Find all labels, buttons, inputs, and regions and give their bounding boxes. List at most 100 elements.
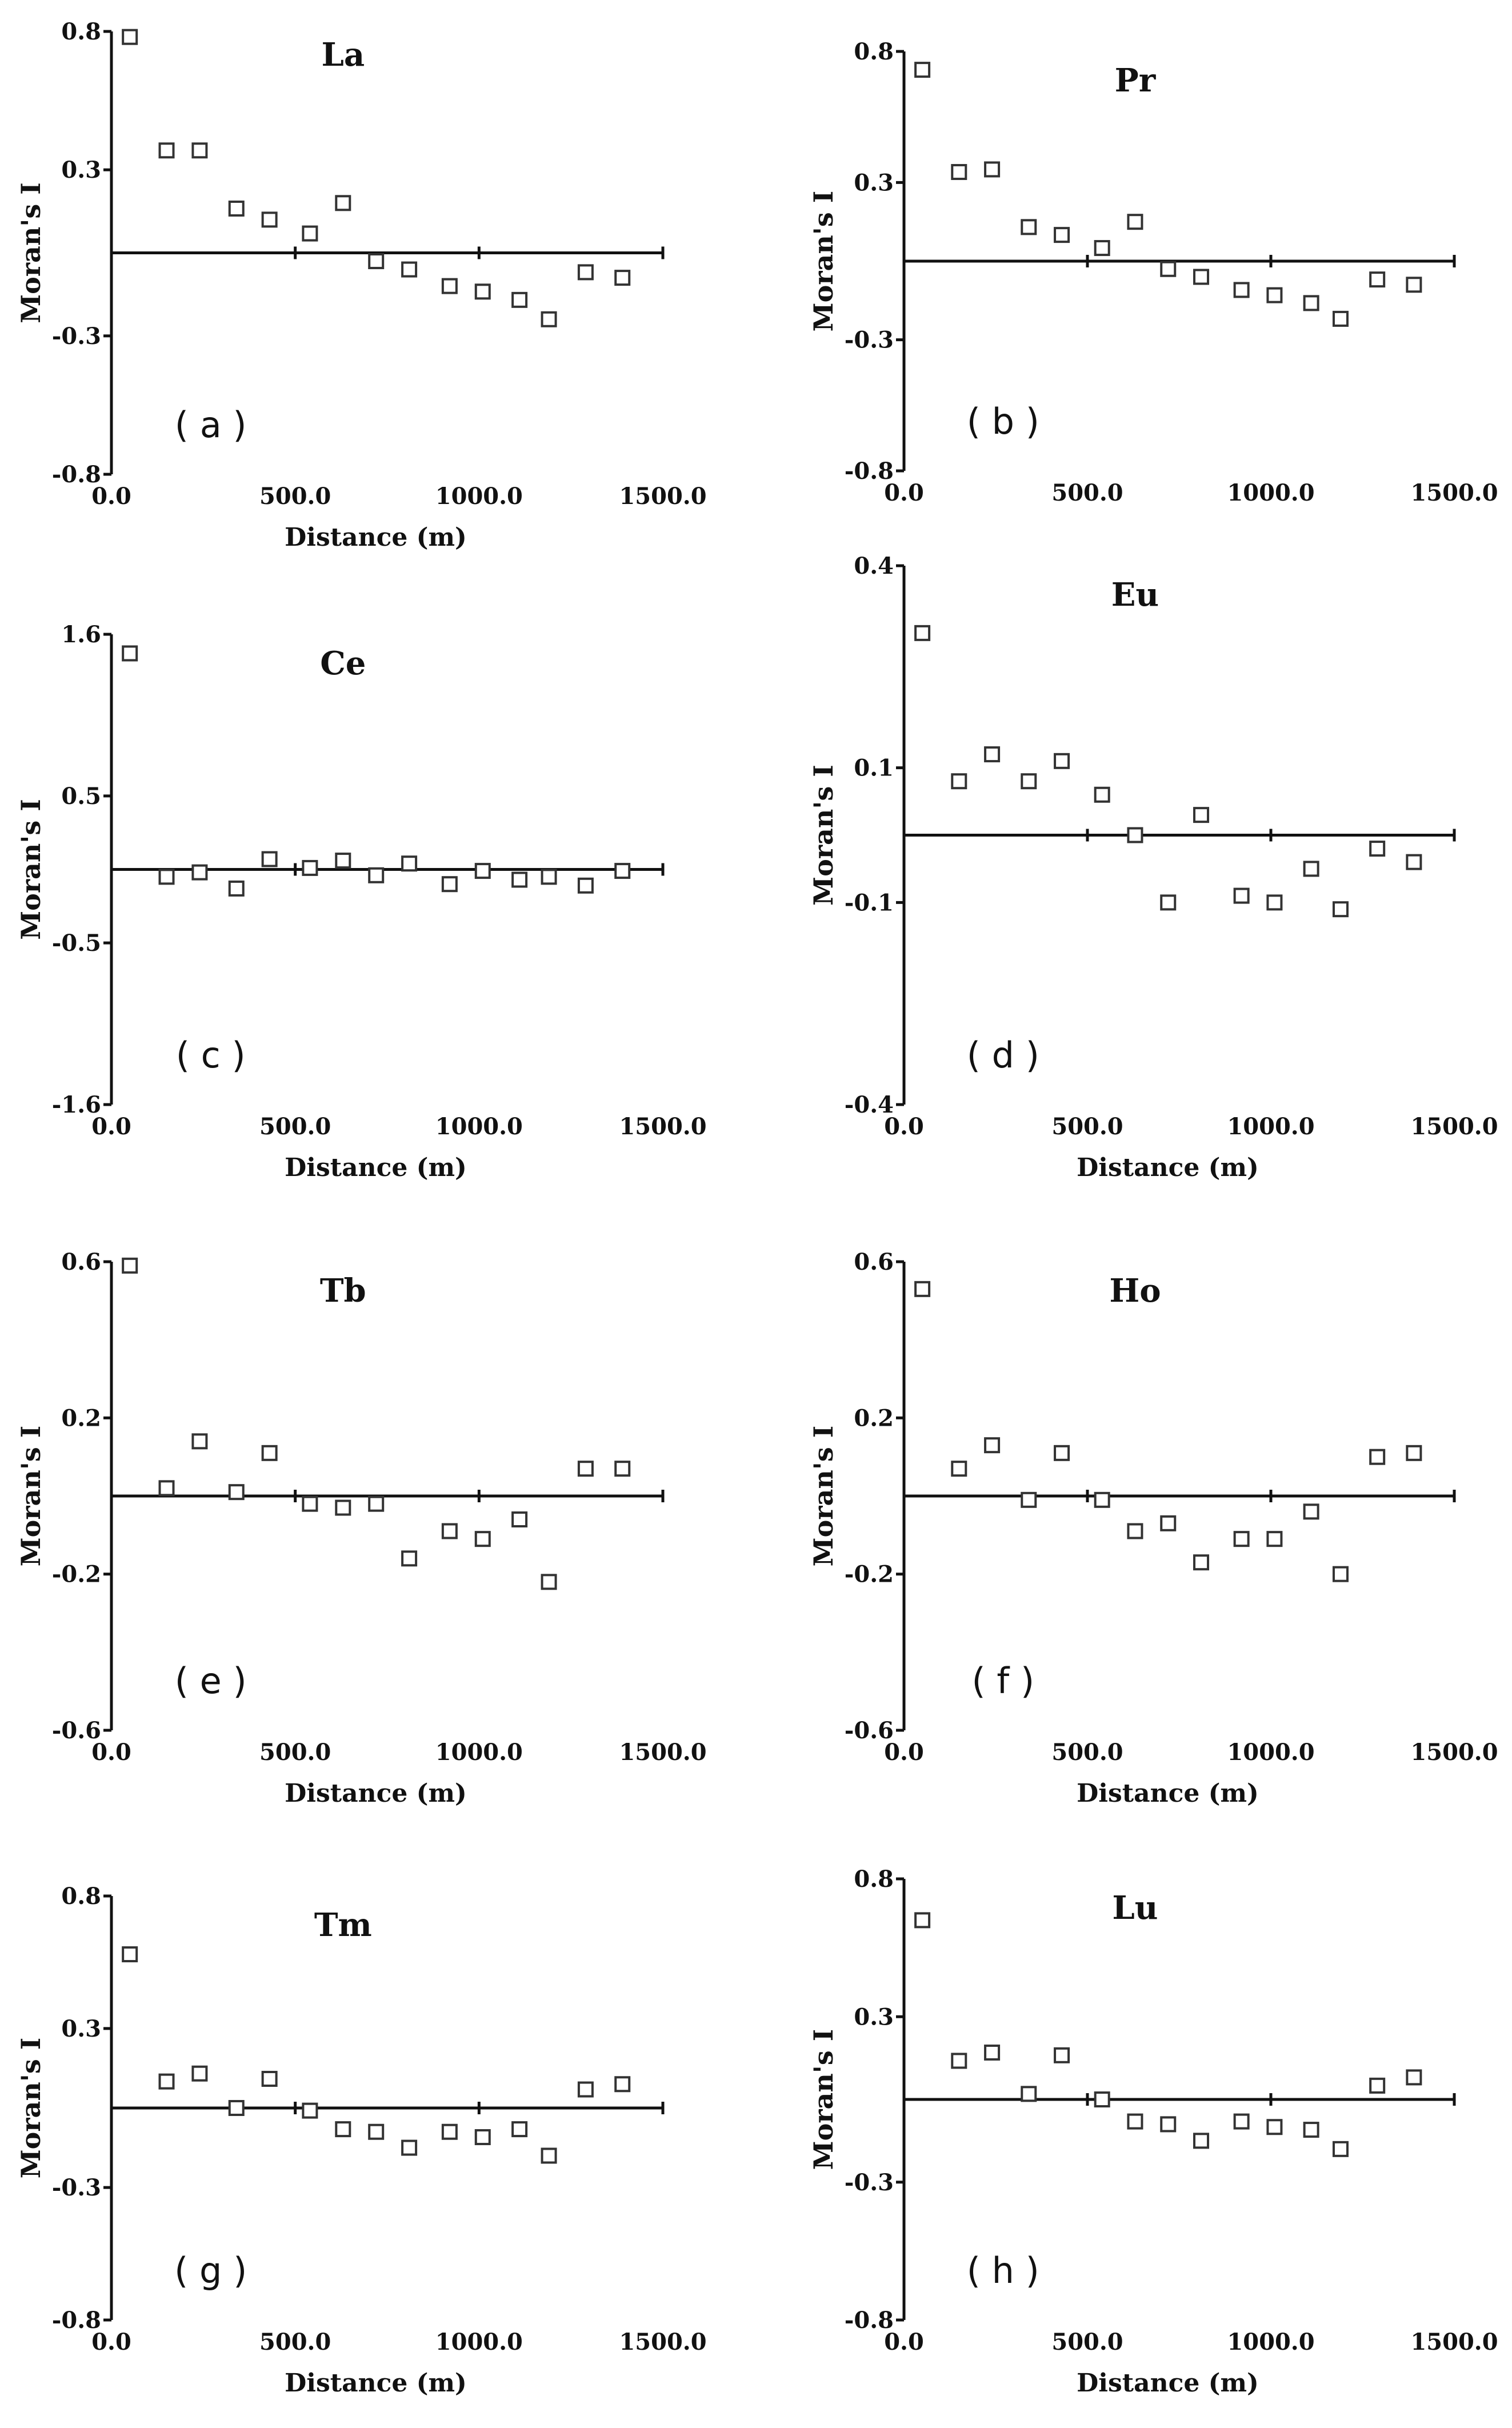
- chart-7-point: [441, 2123, 458, 2140]
- chart-2-point: [1332, 310, 1349, 327]
- chart-5-y-tick-label: -0.6: [52, 1717, 101, 1744]
- chart-1-x-tick-label: 0.0: [91, 483, 131, 510]
- chart-6-point: [1054, 1445, 1070, 1461]
- chart-1-point: [577, 264, 594, 281]
- chart-8-x-tick-label: 0.0: [884, 2329, 924, 2355]
- chart-7-point: [302, 2102, 318, 2119]
- chart-6-x-label: Distance (m): [1077, 1779, 1259, 1808]
- chart-4-point: [914, 625, 931, 641]
- chart-6-y-tick-label: -0.2: [845, 1561, 894, 1588]
- chart-2-y-tick-label: -0.8: [845, 458, 894, 485]
- chart-5-y-tick-label: 0.2: [61, 1405, 101, 1431]
- chart-2-point: [1303, 295, 1319, 311]
- chart-3-point: [228, 880, 245, 897]
- chart-4-point: [1332, 901, 1349, 918]
- chart-5-y-tick-label: -0.2: [52, 1561, 101, 1588]
- chart-4-panel-label: ( d ): [967, 1034, 1039, 1076]
- chart-8-x-tick-label: 1500.0: [1410, 2329, 1498, 2355]
- chart-6-title: Ho: [1109, 1272, 1161, 1310]
- chart-6-point: [1021, 1491, 1037, 1508]
- chart-2-y-tick-label: 0.8: [854, 38, 894, 65]
- chart-7-point: [368, 2123, 385, 2140]
- chart-1-title: La: [321, 36, 365, 74]
- chart-6-point: [951, 1461, 967, 1477]
- chart-3-title: Ce: [320, 645, 366, 682]
- chart-4-x-tick-label: 1000.0: [1227, 1113, 1314, 1140]
- chart-7-point: [474, 2129, 491, 2146]
- chart-6-point: [1233, 1531, 1250, 1547]
- chart-4-point: [1233, 887, 1250, 904]
- chart-5-y-tick-label: 0.6: [61, 1249, 101, 1275]
- chart-2-x-tick-label: 0.0: [884, 479, 924, 506]
- chart-5-point: [577, 1461, 594, 1477]
- chart-8-point: [951, 2053, 967, 2069]
- chart-1-x-tick-label: 1000.0: [435, 483, 523, 510]
- chart-8-point: [1160, 2116, 1177, 2133]
- chart-7-point: [335, 2121, 351, 2138]
- chart-1-point: [228, 201, 245, 217]
- chart-5-point: [302, 1495, 318, 1512]
- chart-8-point: [1369, 2077, 1386, 2094]
- chart-7-y-tick-label: -0.8: [52, 2307, 101, 2334]
- chart-3-point: [577, 877, 594, 894]
- chart-3-point: [158, 869, 175, 885]
- chart-3-y-tick-label: 0.5: [61, 783, 101, 810]
- chart-8-title: Lu: [1112, 1889, 1158, 1927]
- chart-3-y-label: Moran's I: [15, 799, 46, 940]
- chart-6-point: [984, 1437, 1001, 1454]
- chart-8-point: [1406, 2069, 1422, 2086]
- chart-3-x-tick-label: 0.0: [91, 1113, 131, 1140]
- chart-5-point: [511, 1511, 528, 1527]
- chart-1-point: [441, 278, 458, 294]
- chart-6-x-tick-label: 500.0: [1051, 1739, 1123, 1766]
- chart-8-y-label: Moran's I: [808, 2029, 839, 2170]
- chart-4-x-label: Distance (m): [1077, 1153, 1259, 1182]
- chart-1-point: [368, 253, 385, 270]
- chart-7-x-label: Distance (m): [285, 2369, 467, 2398]
- chart-5-y-label: Moran's I: [15, 1426, 46, 1567]
- chart-1-x-tick-label: 1500.0: [619, 483, 706, 510]
- chart-3-x-tick-label: 500.0: [259, 1113, 331, 1140]
- chart-7-x-tick-label: 0.0: [91, 2329, 131, 2355]
- chart-2-point: [1021, 219, 1037, 235]
- chart-5-title: Tb: [320, 1272, 366, 1310]
- chart-7-panel-label: ( g ): [174, 2250, 247, 2291]
- chart-3-point: [302, 859, 318, 876]
- chart-6-point: [1160, 1515, 1177, 1531]
- chart-3-x-tick-label: 1000.0: [435, 1113, 523, 1140]
- chart-5-point: [158, 1480, 175, 1497]
- chart-7-point: [541, 2147, 557, 2164]
- chart-4-point: [951, 773, 967, 790]
- chart-4-x-tick-label: 0.0: [884, 1113, 924, 1140]
- chart-1-point: [191, 142, 208, 159]
- chart-7-point: [511, 2121, 528, 2138]
- chart-5-x-tick-label: 1500.0: [619, 1739, 706, 1766]
- chart-4-point: [1054, 753, 1070, 769]
- chart-8-point: [1193, 2133, 1210, 2149]
- chart-7-y-tick-label: 0.8: [61, 1883, 101, 1910]
- chart-6-x-tick-label: 0.0: [884, 1739, 924, 1766]
- chart-3-point: [368, 867, 385, 883]
- chart-5-point: [614, 1461, 631, 1477]
- chart-2-point: [1369, 271, 1386, 288]
- chart-8-x-tick-label: 1000.0: [1227, 2329, 1314, 2355]
- chart-8-y-tick-label: 0.8: [854, 1866, 894, 1893]
- chart-2-point: [1160, 261, 1177, 277]
- chart-7-point: [401, 2139, 418, 2156]
- chart-2-point: [1233, 282, 1250, 298]
- chart-8-point: [1233, 2113, 1250, 2130]
- chart-4-point: [1127, 827, 1143, 843]
- chart-3-point: [191, 864, 208, 881]
- chart-7-title: Tm: [314, 1906, 372, 1944]
- chart-3-x-tick-label: 1500.0: [619, 1113, 706, 1140]
- chart-5-x-tick-label: 1000.0: [435, 1739, 523, 1766]
- chart-1-y-tick-label: 0.3: [61, 157, 101, 183]
- chart-8-point: [914, 1912, 931, 1929]
- chart-4-point: [1160, 894, 1177, 911]
- chart-6-point: [1303, 1503, 1319, 1520]
- chart-8-point: [1021, 2086, 1037, 2102]
- chart-4-point: [1369, 841, 1386, 857]
- chart-5-point: [261, 1445, 278, 1461]
- chart-1-point: [158, 142, 175, 159]
